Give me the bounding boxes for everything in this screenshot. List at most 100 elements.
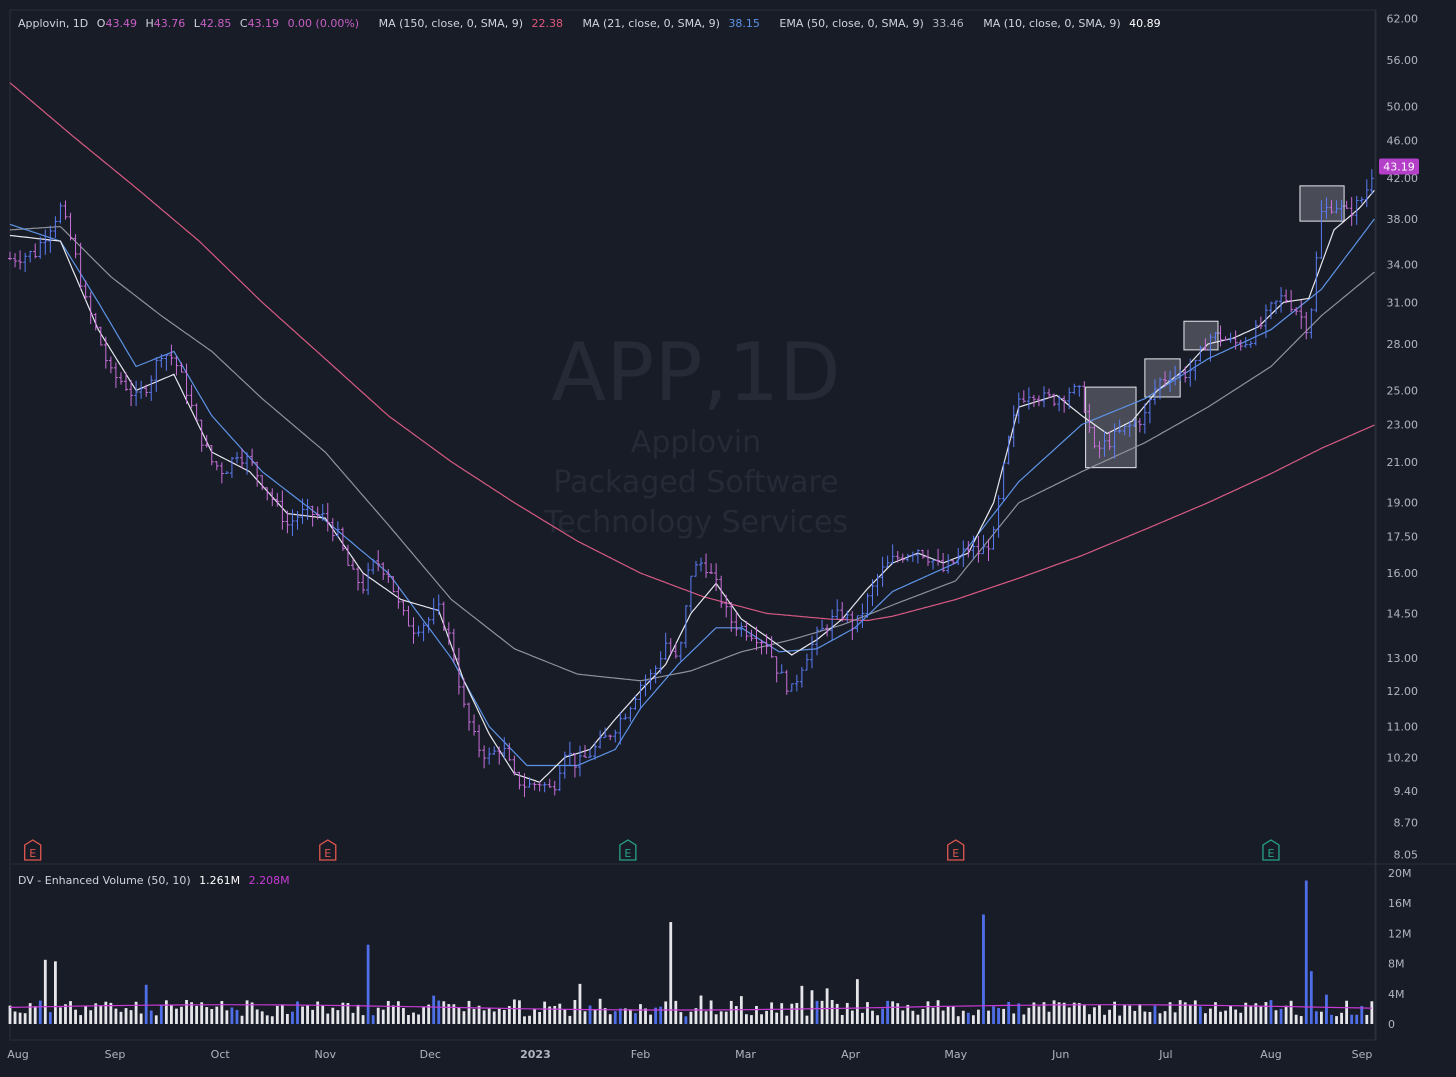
volume-bar	[992, 1006, 995, 1024]
volume-bar	[437, 1000, 441, 1024]
price-bar	[714, 563, 719, 592]
volume-bar	[452, 1004, 456, 1024]
volume-bar	[664, 1001, 668, 1024]
high-value: 43.76	[153, 17, 186, 30]
volume-bar	[164, 1000, 168, 1024]
price-bar	[744, 621, 749, 641]
ema50-legend[interactable]: EMA (50, close, 0, SMA, 9)	[779, 17, 924, 30]
price-bar	[1243, 337, 1248, 348]
earnings-marker[interactable]: E	[619, 839, 637, 861]
price-bar	[492, 746, 497, 755]
volume-bar	[926, 1001, 930, 1024]
earnings-marker-shape	[1262, 839, 1280, 861]
ema50-line	[9, 225, 1375, 682]
volume-bar	[1294, 1014, 1298, 1024]
price-bar	[1026, 387, 1031, 410]
ma21-legend[interactable]: MA (21, close, 0, SMA, 9)	[582, 17, 720, 30]
earnings-marker[interactable]: E	[24, 839, 42, 861]
price-tick-label: 25.00	[1387, 384, 1419, 397]
price-tick-label: 50.00	[1387, 101, 1419, 114]
volume-bar	[265, 1015, 269, 1024]
volume-bar	[593, 1009, 597, 1024]
price-bar	[1041, 386, 1046, 408]
volume-bar	[472, 1008, 476, 1024]
price-tick-label: 62.00	[1387, 13, 1419, 26]
volume-bar	[1188, 1004, 1192, 1024]
price-bar	[724, 594, 729, 618]
volume-bar	[220, 1001, 224, 1024]
ma10-legend[interactable]: MA (10, close, 0, SMA, 9)	[983, 17, 1121, 30]
price-tick-label: 8.70	[1394, 817, 1419, 830]
volume-bar	[487, 1008, 491, 1024]
volume-bar	[785, 1015, 789, 1024]
volume-bar	[1198, 1006, 1202, 1024]
watermark-industry: Technology Services	[543, 505, 848, 540]
price-bar	[628, 706, 633, 722]
volume-bar	[1299, 1016, 1303, 1024]
volume-bar	[507, 1006, 511, 1024]
volume-bar	[149, 1010, 153, 1024]
price-bar	[1203, 338, 1208, 351]
price-bar	[754, 626, 759, 651]
volume-bar	[1203, 1013, 1207, 1024]
price-bar	[608, 734, 613, 741]
volume-bar	[538, 1012, 542, 1024]
volume-bar	[1002, 1008, 1006, 1024]
volume-bar	[1027, 1007, 1031, 1024]
price-bar	[557, 765, 562, 792]
price-bar	[1289, 289, 1294, 313]
price-bar	[466, 702, 471, 731]
price-bar	[699, 557, 704, 572]
time-tick-label: Oct	[211, 1048, 231, 1061]
volume-bar	[608, 1014, 612, 1024]
earnings-marker[interactable]: E	[1262, 839, 1280, 861]
volume-bar	[185, 999, 188, 1024]
price-bar	[925, 549, 930, 566]
price-bar	[456, 647, 461, 695]
price-bar	[1218, 325, 1223, 347]
price-bar	[345, 544, 350, 566]
price-bar	[330, 518, 335, 542]
price-bar	[1052, 393, 1057, 407]
volume-bar	[951, 1006, 955, 1024]
price-bar	[48, 225, 53, 253]
volume-indicator-label[interactable]: DV - Enhanced Volume (50, 10)	[18, 874, 191, 887]
symbol-label[interactable]: Applovin, 1D	[18, 17, 89, 30]
price-bar	[931, 559, 936, 570]
price-bar	[613, 729, 618, 743]
price-bar	[1359, 196, 1364, 204]
price-bar	[204, 434, 209, 448]
price-bar	[325, 502, 330, 532]
price-bar	[1011, 405, 1016, 448]
volume-bar	[891, 1001, 895, 1024]
price-bar	[739, 622, 744, 637]
volume-bar	[79, 1015, 83, 1024]
volume-bar	[1193, 1000, 1197, 1024]
price-bar	[446, 622, 451, 646]
volume-bar	[704, 1011, 708, 1024]
volume-bar	[291, 1011, 294, 1024]
volume-bar	[1335, 1016, 1338, 1024]
price-bar	[779, 664, 784, 674]
volume-bar	[492, 1011, 496, 1024]
price-bar	[1021, 390, 1026, 404]
volume-bar	[18, 1012, 22, 1024]
volume-tick-label: 0	[1388, 1018, 1395, 1031]
earnings-marker[interactable]: E	[319, 839, 337, 861]
price-bar	[532, 782, 537, 791]
ma150-value: 22.38	[531, 17, 564, 30]
volume-bar	[1249, 1005, 1253, 1024]
price-tick-label: 9.40	[1394, 785, 1419, 798]
volume-bar	[245, 1000, 249, 1024]
price-bar	[98, 326, 103, 346]
price-bar	[1067, 387, 1072, 410]
volume-bar	[497, 1008, 501, 1024]
earnings-marker[interactable]: E	[947, 839, 965, 861]
price-bar	[154, 357, 159, 393]
ma150-legend[interactable]: MA (150, close, 0, SMA, 9)	[378, 17, 523, 30]
price-bar	[1107, 431, 1112, 451]
volume-bar	[982, 914, 985, 1024]
price-bar	[1127, 421, 1132, 438]
volume-bar	[1309, 971, 1313, 1024]
